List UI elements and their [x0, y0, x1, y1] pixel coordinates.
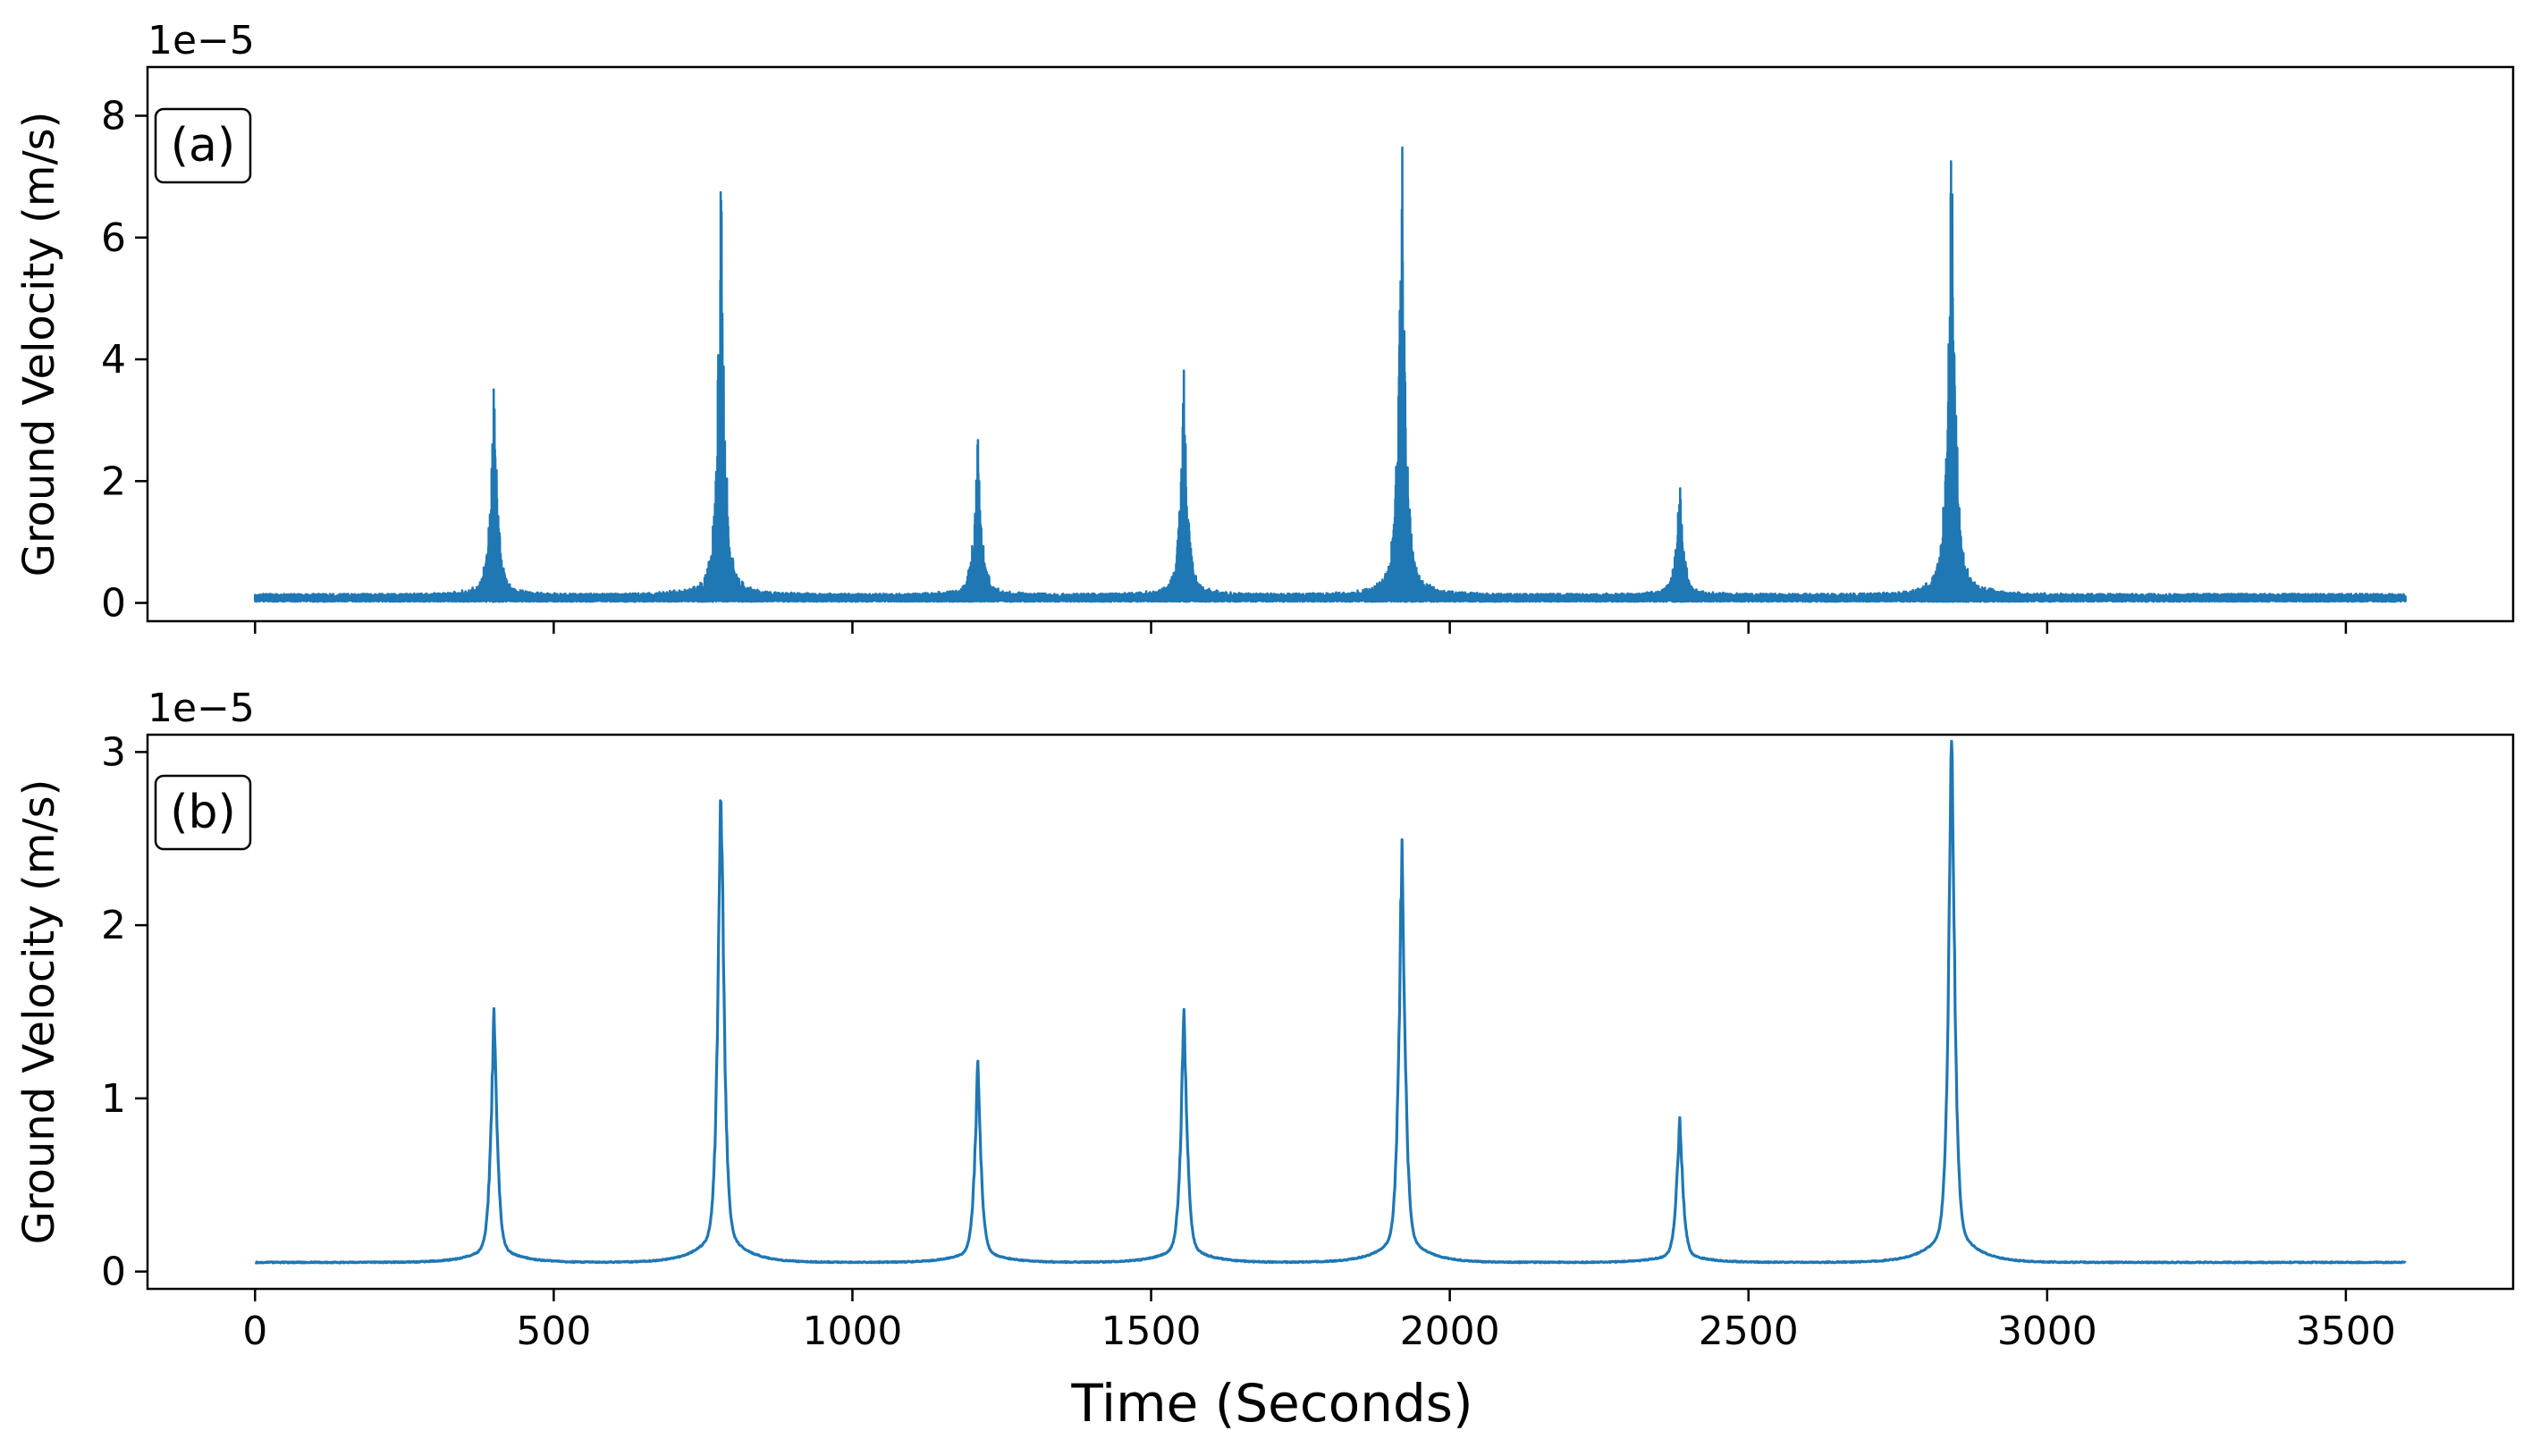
- panel-a: 0 2 4 6 8 1e−5 Ground Velocity (m/s) (a): [14, 18, 2515, 634]
- panel-b-x-ticks: 0 500 1000 1500 2000 2500 3000 3500: [242, 1289, 2396, 1354]
- y-tick-label: 6: [101, 215, 126, 261]
- panel-b-waveform: [254, 739, 2407, 1265]
- panel-b-y-ticks: 0 1 2 3: [101, 729, 148, 1295]
- panel-b-offset-text: 1e−5: [148, 686, 255, 731]
- panel-a-waveform: [254, 146, 2407, 603]
- panel-a-offset-text: 1e−5: [148, 18, 255, 63]
- panel-a-x-ticks: [254, 621, 2348, 634]
- panel-a-frame: [146, 65, 2515, 623]
- panel-a-y-axis-label: Ground Velocity (m/s): [14, 112, 64, 577]
- x-tick-label: 0: [242, 1309, 267, 1354]
- x-tick-label: 2000: [1400, 1309, 1500, 1354]
- panel-b-y-axis-label: Ground Velocity (m/s): [14, 779, 64, 1245]
- y-tick-label: 3: [101, 729, 126, 775]
- x-tick-label: 1000: [802, 1309, 902, 1354]
- panel-a-label-box: [154, 107, 252, 184]
- x-tick-label: 2500: [1699, 1309, 1799, 1354]
- y-tick-label: 4: [101, 337, 126, 383]
- y-tick-label: 8: [101, 94, 126, 139]
- y-tick-label: 2: [101, 459, 126, 504]
- y-tick-label: 0: [101, 581, 126, 627]
- x-tick-label: 1500: [1101, 1309, 1202, 1354]
- panel-b-frame: [146, 733, 2515, 1291]
- x-tick-label: 3000: [1997, 1309, 2097, 1354]
- panel-a-y-ticks: 0 2 4 6 8: [101, 94, 148, 627]
- x-tick-label: 500: [516, 1309, 591, 1354]
- x-tick-label: 3500: [2296, 1309, 2396, 1354]
- panel-b: 0 1 2 3 0 500 1000 1500 2000 2500 3000 3500 1e−5 G…: [14, 686, 2515, 1354]
- y-tick-label: 0: [101, 1250, 126, 1295]
- panel-b-label-box: [154, 774, 252, 851]
- x-axis-title: Time (Seconds): [1070, 1373, 1472, 1434]
- panel-a-label: (a): [171, 119, 235, 173]
- panel-a-series: [254, 146, 2407, 603]
- panel-b-series: [254, 739, 2407, 1265]
- y-tick-label: 1: [101, 1076, 126, 1122]
- y-tick-label: 2: [101, 903, 126, 948]
- panel-b-label: (b): [170, 786, 236, 839]
